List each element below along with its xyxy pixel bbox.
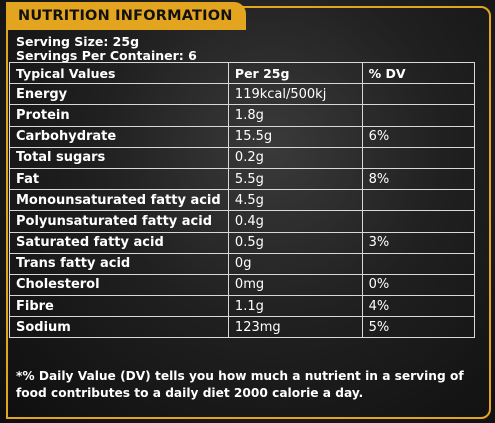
table-row: Polyunsaturated fatty acid 0.4g	[9, 210, 476, 233]
table-row: Energy 119kcal/500kj	[9, 83, 476, 106]
nutrient-amount: 0g	[227, 252, 363, 275]
nutrient-name: Total sugars	[9, 146, 229, 169]
nutrient-dv	[361, 189, 476, 212]
nutrient-name: Fat	[9, 167, 229, 191]
nutrient-amount: 119kcal/500kj	[227, 83, 363, 106]
nutrient-dv: 6%	[361, 125, 476, 148]
table-row: Fibre 1.1g 4%	[9, 295, 476, 318]
serving-info: Serving Size: 25g Servings Per Container…	[16, 35, 197, 63]
nutrient-amount: 123mg	[227, 316, 363, 339]
nutrient-name: Trans fatty acid	[9, 252, 229, 275]
serving-size: Serving Size: 25g	[16, 34, 140, 49]
table-row: Protein 1.8g	[9, 104, 476, 127]
nutrient-dv	[361, 104, 476, 127]
table-row: Saturated fatty acid 0.5g 3%	[9, 231, 476, 254]
nutrient-amount: 0mg	[227, 273, 363, 297]
nutrient-name: Protein	[9, 104, 229, 127]
nutrient-name: Sodium	[9, 316, 229, 339]
nutrient-amount: 15.5g	[227, 125, 363, 148]
nutrient-amount: 0.5g	[227, 231, 363, 254]
header-typical-values: Typical Values	[9, 61, 229, 85]
label-title: NUTRITION INFORMATION	[6, 2, 246, 30]
nutrient-amount: 1.1g	[227, 295, 363, 318]
nutrient-amount: 4.5g	[227, 189, 363, 212]
dv-footnote: *% Daily Value (DV) tells you how much a…	[16, 369, 464, 400]
table-row: Total sugars 0.2g	[9, 146, 476, 169]
table-row: Cholesterol 0mg 0%	[9, 273, 476, 297]
header-dv: % DV	[361, 61, 476, 85]
nutrient-amount: 5.5g	[227, 167, 363, 191]
nutrient-dv: 0%	[361, 273, 476, 297]
nutrient-amount: 0.2g	[227, 146, 363, 169]
table-row: Trans fatty acid 0g	[9, 252, 476, 275]
nutrition-table: Typical Values Per 25g % DV Energy 119kca…	[9, 61, 476, 339]
table-row: Fat 5.5g 8%	[9, 167, 476, 191]
nutrient-name: Saturated fatty acid	[9, 231, 229, 254]
header-per-serving: Per 25g	[227, 61, 363, 85]
nutrient-dv	[361, 252, 476, 275]
nutrient-name: Polyunsaturated fatty acid	[9, 210, 229, 233]
nutrient-dv	[361, 210, 476, 233]
table-row: Monounsaturated fatty acid 4.5g	[9, 189, 476, 212]
table-header-row: Typical Values Per 25g % DV	[9, 61, 476, 85]
nutrient-name: Fibre	[9, 295, 229, 318]
nutrient-dv	[361, 83, 476, 106]
nutrient-amount: 0.4g	[227, 210, 363, 233]
nutrient-dv: 8%	[361, 167, 476, 191]
table-row: Sodium 123mg 5%	[9, 316, 476, 339]
nutrition-label: NUTRITION INFORMATION Serving Size: 25g …	[6, 2, 491, 419]
nutrient-dv: 3%	[361, 231, 476, 254]
table-row: Carbohydrate 15.5g 6%	[9, 125, 476, 148]
nutrient-name: Cholesterol	[9, 273, 229, 297]
nutrient-dv: 4%	[361, 295, 476, 318]
nutrient-dv	[361, 146, 476, 169]
nutrient-name: Carbohydrate	[9, 125, 229, 148]
nutrient-name: Monounsaturated fatty acid	[9, 189, 229, 212]
nutrient-dv: 5%	[361, 316, 476, 339]
servings-per-container: Servings Per Container: 6	[16, 48, 197, 63]
nutrient-name: Energy	[9, 83, 229, 106]
nutrient-amount: 1.8g	[227, 104, 363, 127]
